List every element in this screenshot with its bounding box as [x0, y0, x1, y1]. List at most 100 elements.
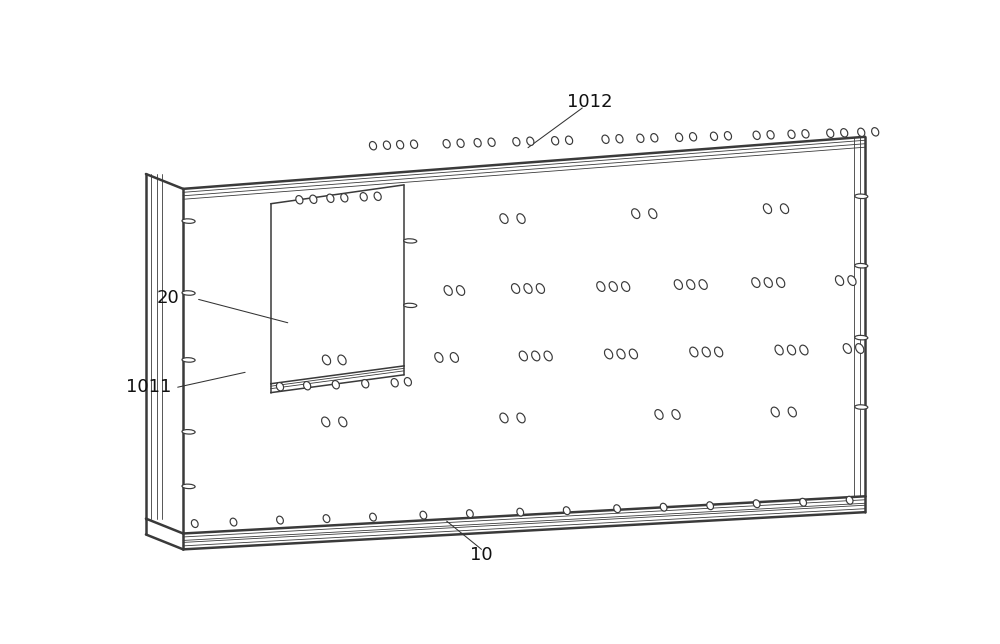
Ellipse shape	[777, 278, 785, 287]
Ellipse shape	[444, 286, 452, 296]
Ellipse shape	[787, 345, 796, 355]
Ellipse shape	[763, 204, 772, 214]
Ellipse shape	[230, 518, 237, 526]
Ellipse shape	[411, 140, 418, 148]
Ellipse shape	[500, 214, 508, 223]
Ellipse shape	[524, 283, 532, 294]
Ellipse shape	[655, 410, 663, 419]
Ellipse shape	[649, 209, 657, 218]
Ellipse shape	[841, 129, 848, 137]
Text: 1012: 1012	[567, 93, 613, 111]
Ellipse shape	[519, 351, 527, 361]
Ellipse shape	[764, 278, 772, 287]
Ellipse shape	[687, 279, 695, 289]
Ellipse shape	[604, 349, 613, 359]
Ellipse shape	[843, 344, 851, 354]
Text: 20: 20	[156, 289, 179, 307]
Ellipse shape	[435, 352, 443, 363]
Ellipse shape	[672, 410, 680, 419]
Ellipse shape	[690, 133, 697, 141]
Ellipse shape	[276, 383, 284, 391]
Ellipse shape	[370, 513, 376, 521]
Ellipse shape	[327, 194, 334, 202]
Ellipse shape	[397, 140, 404, 149]
Ellipse shape	[341, 194, 348, 202]
Ellipse shape	[715, 347, 723, 357]
Ellipse shape	[800, 345, 808, 355]
Ellipse shape	[404, 377, 411, 386]
Ellipse shape	[339, 417, 347, 427]
Ellipse shape	[788, 407, 796, 417]
Ellipse shape	[771, 407, 779, 417]
Ellipse shape	[404, 303, 417, 308]
Ellipse shape	[322, 355, 331, 365]
Ellipse shape	[360, 193, 367, 201]
Ellipse shape	[277, 516, 283, 524]
Ellipse shape	[474, 138, 481, 147]
Ellipse shape	[517, 214, 525, 223]
Ellipse shape	[597, 281, 605, 292]
Ellipse shape	[552, 137, 559, 145]
Ellipse shape	[767, 131, 774, 139]
Ellipse shape	[855, 194, 868, 198]
Ellipse shape	[846, 497, 853, 504]
Ellipse shape	[710, 132, 718, 140]
Text: 10: 10	[470, 546, 493, 564]
Ellipse shape	[404, 239, 417, 243]
Ellipse shape	[182, 357, 195, 362]
Ellipse shape	[856, 344, 864, 354]
Ellipse shape	[457, 139, 464, 147]
Ellipse shape	[513, 138, 520, 146]
Ellipse shape	[855, 336, 868, 340]
Ellipse shape	[724, 131, 732, 140]
Ellipse shape	[182, 484, 195, 489]
Ellipse shape	[374, 192, 381, 200]
Text: 1011: 1011	[126, 378, 171, 396]
Ellipse shape	[780, 204, 789, 214]
Ellipse shape	[855, 263, 868, 268]
Ellipse shape	[310, 195, 317, 204]
Ellipse shape	[632, 209, 640, 218]
Ellipse shape	[467, 509, 473, 518]
Ellipse shape	[609, 281, 617, 292]
Ellipse shape	[191, 520, 198, 527]
Ellipse shape	[674, 279, 682, 289]
Ellipse shape	[858, 128, 865, 137]
Ellipse shape	[802, 129, 809, 138]
Ellipse shape	[443, 140, 450, 148]
Ellipse shape	[304, 381, 311, 390]
Ellipse shape	[651, 133, 658, 142]
Ellipse shape	[848, 276, 856, 285]
Ellipse shape	[536, 283, 545, 294]
Ellipse shape	[488, 138, 495, 146]
Ellipse shape	[563, 507, 570, 515]
Ellipse shape	[332, 381, 339, 389]
Ellipse shape	[855, 405, 868, 410]
Ellipse shape	[296, 196, 303, 204]
Ellipse shape	[660, 503, 667, 511]
Ellipse shape	[775, 345, 783, 355]
Ellipse shape	[517, 413, 525, 423]
Ellipse shape	[338, 355, 346, 365]
Ellipse shape	[182, 430, 195, 434]
Ellipse shape	[614, 505, 620, 513]
Ellipse shape	[450, 352, 458, 363]
Ellipse shape	[362, 379, 369, 388]
Ellipse shape	[707, 502, 713, 509]
Ellipse shape	[511, 283, 520, 294]
Ellipse shape	[566, 136, 573, 144]
Ellipse shape	[391, 379, 398, 387]
Ellipse shape	[182, 290, 195, 295]
Ellipse shape	[637, 134, 644, 142]
Ellipse shape	[753, 500, 760, 507]
Ellipse shape	[788, 130, 795, 138]
Ellipse shape	[383, 141, 391, 149]
Ellipse shape	[500, 413, 508, 423]
Ellipse shape	[872, 128, 879, 136]
Ellipse shape	[456, 286, 465, 296]
Ellipse shape	[517, 508, 524, 516]
Ellipse shape	[616, 135, 623, 143]
Ellipse shape	[182, 219, 195, 223]
Ellipse shape	[690, 347, 698, 357]
Ellipse shape	[532, 351, 540, 361]
